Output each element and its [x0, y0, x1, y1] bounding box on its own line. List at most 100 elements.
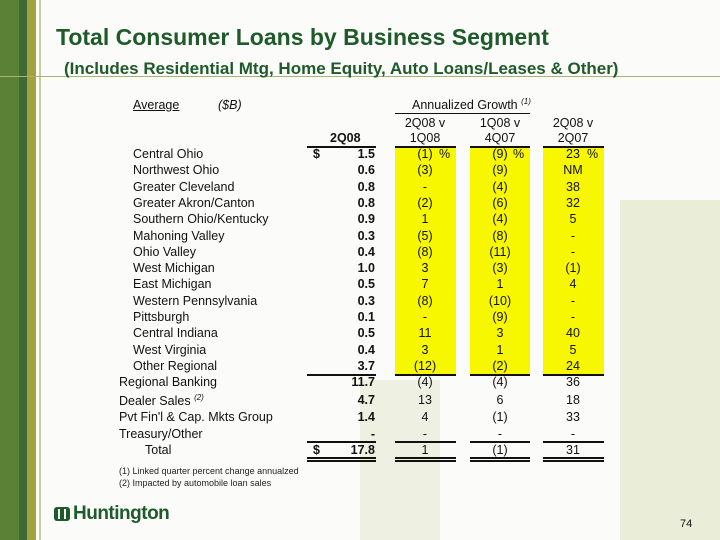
growth-2q08-v-1q08: (8) — [417, 244, 433, 259]
row-value: 0.3 — [357, 228, 375, 243]
table-row: Southern Ohio/Kentucky 0.9 1 (4) 5 — [0, 212, 720, 228]
table-row: Northwest Ohio 0.6 (3) (9) NM — [0, 163, 720, 179]
row-value: 0.4 — [357, 244, 375, 259]
row-label: Dealer Sales (2) — [119, 393, 204, 409]
dollar-sign: $ — [313, 147, 320, 161]
growth-2q08-v-1q08: 1 — [421, 212, 429, 227]
growth-1q08-v-4q07: (4) — [492, 212, 508, 227]
page-number: 74 — [680, 518, 693, 530]
row-value: 17.8 — [350, 443, 375, 457]
table-row: Greater Cleveland 0.8 - (4) 38 — [0, 180, 720, 196]
rule — [543, 374, 604, 376]
growth-1q08-v-4q07: (2) — [492, 358, 508, 373]
growth-2q08-v-1q08: 13 — [418, 393, 432, 407]
col1-header: 1Q08 — [409, 131, 441, 145]
page-title: Total Consumer Loans by Business Segment — [56, 24, 549, 50]
row-label: Total — [145, 443, 172, 457]
row-value: 1.4 — [357, 410, 375, 424]
growth-2q08-v-2q07: 5 — [569, 212, 577, 227]
col2-header: 1Q08 v — [479, 116, 521, 130]
row-label: Western Pennsylvania — [133, 293, 258, 308]
table-row: Other Regional 3.7 (12) (2) 24 — [0, 359, 720, 375]
growth-1q08-v-4q07: (8) — [492, 228, 508, 243]
average-label: Average — [133, 98, 180, 112]
rule — [395, 374, 456, 376]
col2-header: 4Q07 — [484, 131, 516, 145]
growth-2q08-v-1q08: 11 — [418, 326, 432, 341]
highlight — [543, 146, 604, 375]
growth-2q08-v-1q08: - — [422, 427, 428, 441]
row-label: East Michigan — [133, 277, 212, 292]
growth-1q08-v-4q07: (4) — [492, 375, 508, 389]
row-value: - — [370, 427, 375, 441]
growth-2q08-v-2q07: - — [570, 293, 576, 308]
growth-1q08-v-4q07: (1) — [492, 410, 508, 424]
growth-2q08-v-2q07: 36 — [566, 375, 580, 389]
table-row: Total 17.8 1 (1) 31 — [0, 443, 720, 459]
row-label: Greater Cleveland — [133, 179, 235, 194]
table-row: Regional Banking 11.7 (4) (4) 36 — [0, 375, 720, 391]
row-value: 0.5 — [357, 326, 375, 341]
growth-1q08-v-4q07: (3) — [492, 261, 508, 276]
row-label: Northwest Ohio — [133, 163, 220, 178]
growth-2q08-v-1q08: (2) — [417, 195, 433, 210]
unit-label: ($B) — [218, 98, 242, 112]
row-label: Other Regional — [133, 358, 218, 373]
growth-1q08-v-4q07: (1) — [492, 443, 508, 457]
growth-2q08-v-1q08: 4 — [421, 410, 429, 424]
total-dollar-sign: $ — [313, 443, 320, 457]
rule — [543, 441, 604, 443]
row-label: West Virginia — [133, 342, 207, 357]
growth-1q08-v-4q07: (9) — [492, 163, 508, 178]
growth-2q08-v-1q08: 1 — [421, 443, 429, 457]
growth-2q08-v-1q08: (1) — [417, 147, 433, 161]
row-value: 0.1 — [357, 310, 375, 324]
row-value: 1.5 — [357, 147, 375, 161]
growth-2q08-v-1q08: - — [422, 310, 428, 324]
growth-2q08-v-1q08: (5) — [417, 228, 433, 243]
row-value: 4.7 — [357, 393, 375, 407]
footnote: (1) Linked quarter percent change annual… — [119, 466, 299, 476]
growth-2q08-v-1q08: (3) — [417, 163, 433, 178]
rule — [395, 441, 456, 443]
growth-2q08-v-1q08: 7 — [421, 277, 429, 292]
growth-1q08-v-4q07: (11) — [489, 244, 511, 259]
growth-2q08-v-2q07: 40 — [566, 326, 580, 341]
rule — [395, 113, 530, 114]
growth-1q08-v-4q07: 1 — [496, 277, 504, 292]
growth-1q08-v-4q07: - — [497, 427, 503, 441]
rule — [470, 374, 530, 376]
col0-header: 2Q08 — [330, 131, 361, 145]
growth-2q08-v-2q07: - — [570, 244, 576, 259]
growth-1q08-v-4q07: 3 — [496, 326, 504, 341]
growth-2q08-v-2q07: 23 — [566, 147, 580, 161]
page-subtitle: (Includes Residential Mtg, Home Equity, … — [64, 59, 619, 78]
row-value: 0.8 — [357, 179, 375, 194]
row-value: 0.5 — [357, 277, 375, 292]
col3-header: 2Q08 v — [552, 116, 594, 130]
table-row: West Michigan 1.0 3 (3) (1) — [0, 261, 720, 277]
row-label: Greater Akron/Canton — [133, 195, 255, 210]
growth-2q08-v-1q08: (4) — [417, 375, 433, 389]
logo-mark-icon — [54, 507, 70, 521]
rule — [307, 374, 376, 376]
growth-1q08-v-4q07: 6 — [496, 393, 504, 407]
growth-2q08-v-1q08: (8) — [417, 293, 433, 308]
rule — [307, 146, 376, 148]
row-value: 1.0 — [357, 261, 375, 276]
growth-2q08-v-2q07: 18 — [566, 393, 580, 407]
footnote: (2) Impacted by automobile loan sales — [119, 478, 272, 488]
table-row: East Michigan 0.5 7 1 4 — [0, 277, 720, 293]
growth-1q08-v-4q07: (9) — [492, 310, 508, 324]
pct-sign: % — [513, 147, 525, 161]
growth-1q08-v-4q07: 1 — [496, 342, 504, 357]
row-label: Pvt Fin'l & Cap. Mkts Group — [119, 410, 273, 424]
row-value: 0.3 — [357, 293, 375, 308]
growth-2q08-v-1q08: 3 — [421, 261, 429, 276]
left-band — [19, 0, 27, 540]
highlight — [470, 146, 530, 375]
row-value: 0.8 — [357, 195, 375, 210]
growth-2q08-v-2q07: 24 — [566, 358, 580, 373]
double-rule — [470, 457, 530, 462]
table-row: Ohio Valley 0.4 (8) (11) - — [0, 245, 720, 261]
